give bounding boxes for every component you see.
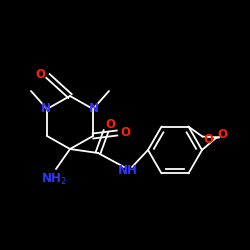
Text: O: O: [120, 126, 130, 140]
Text: NH$_2$: NH$_2$: [41, 172, 67, 186]
Text: N: N: [89, 102, 99, 114]
Text: O: O: [204, 133, 214, 146]
Text: NH: NH: [118, 164, 138, 177]
Text: O: O: [217, 128, 227, 141]
Text: O: O: [35, 68, 45, 82]
Text: O: O: [105, 118, 115, 130]
Text: N: N: [41, 102, 51, 114]
